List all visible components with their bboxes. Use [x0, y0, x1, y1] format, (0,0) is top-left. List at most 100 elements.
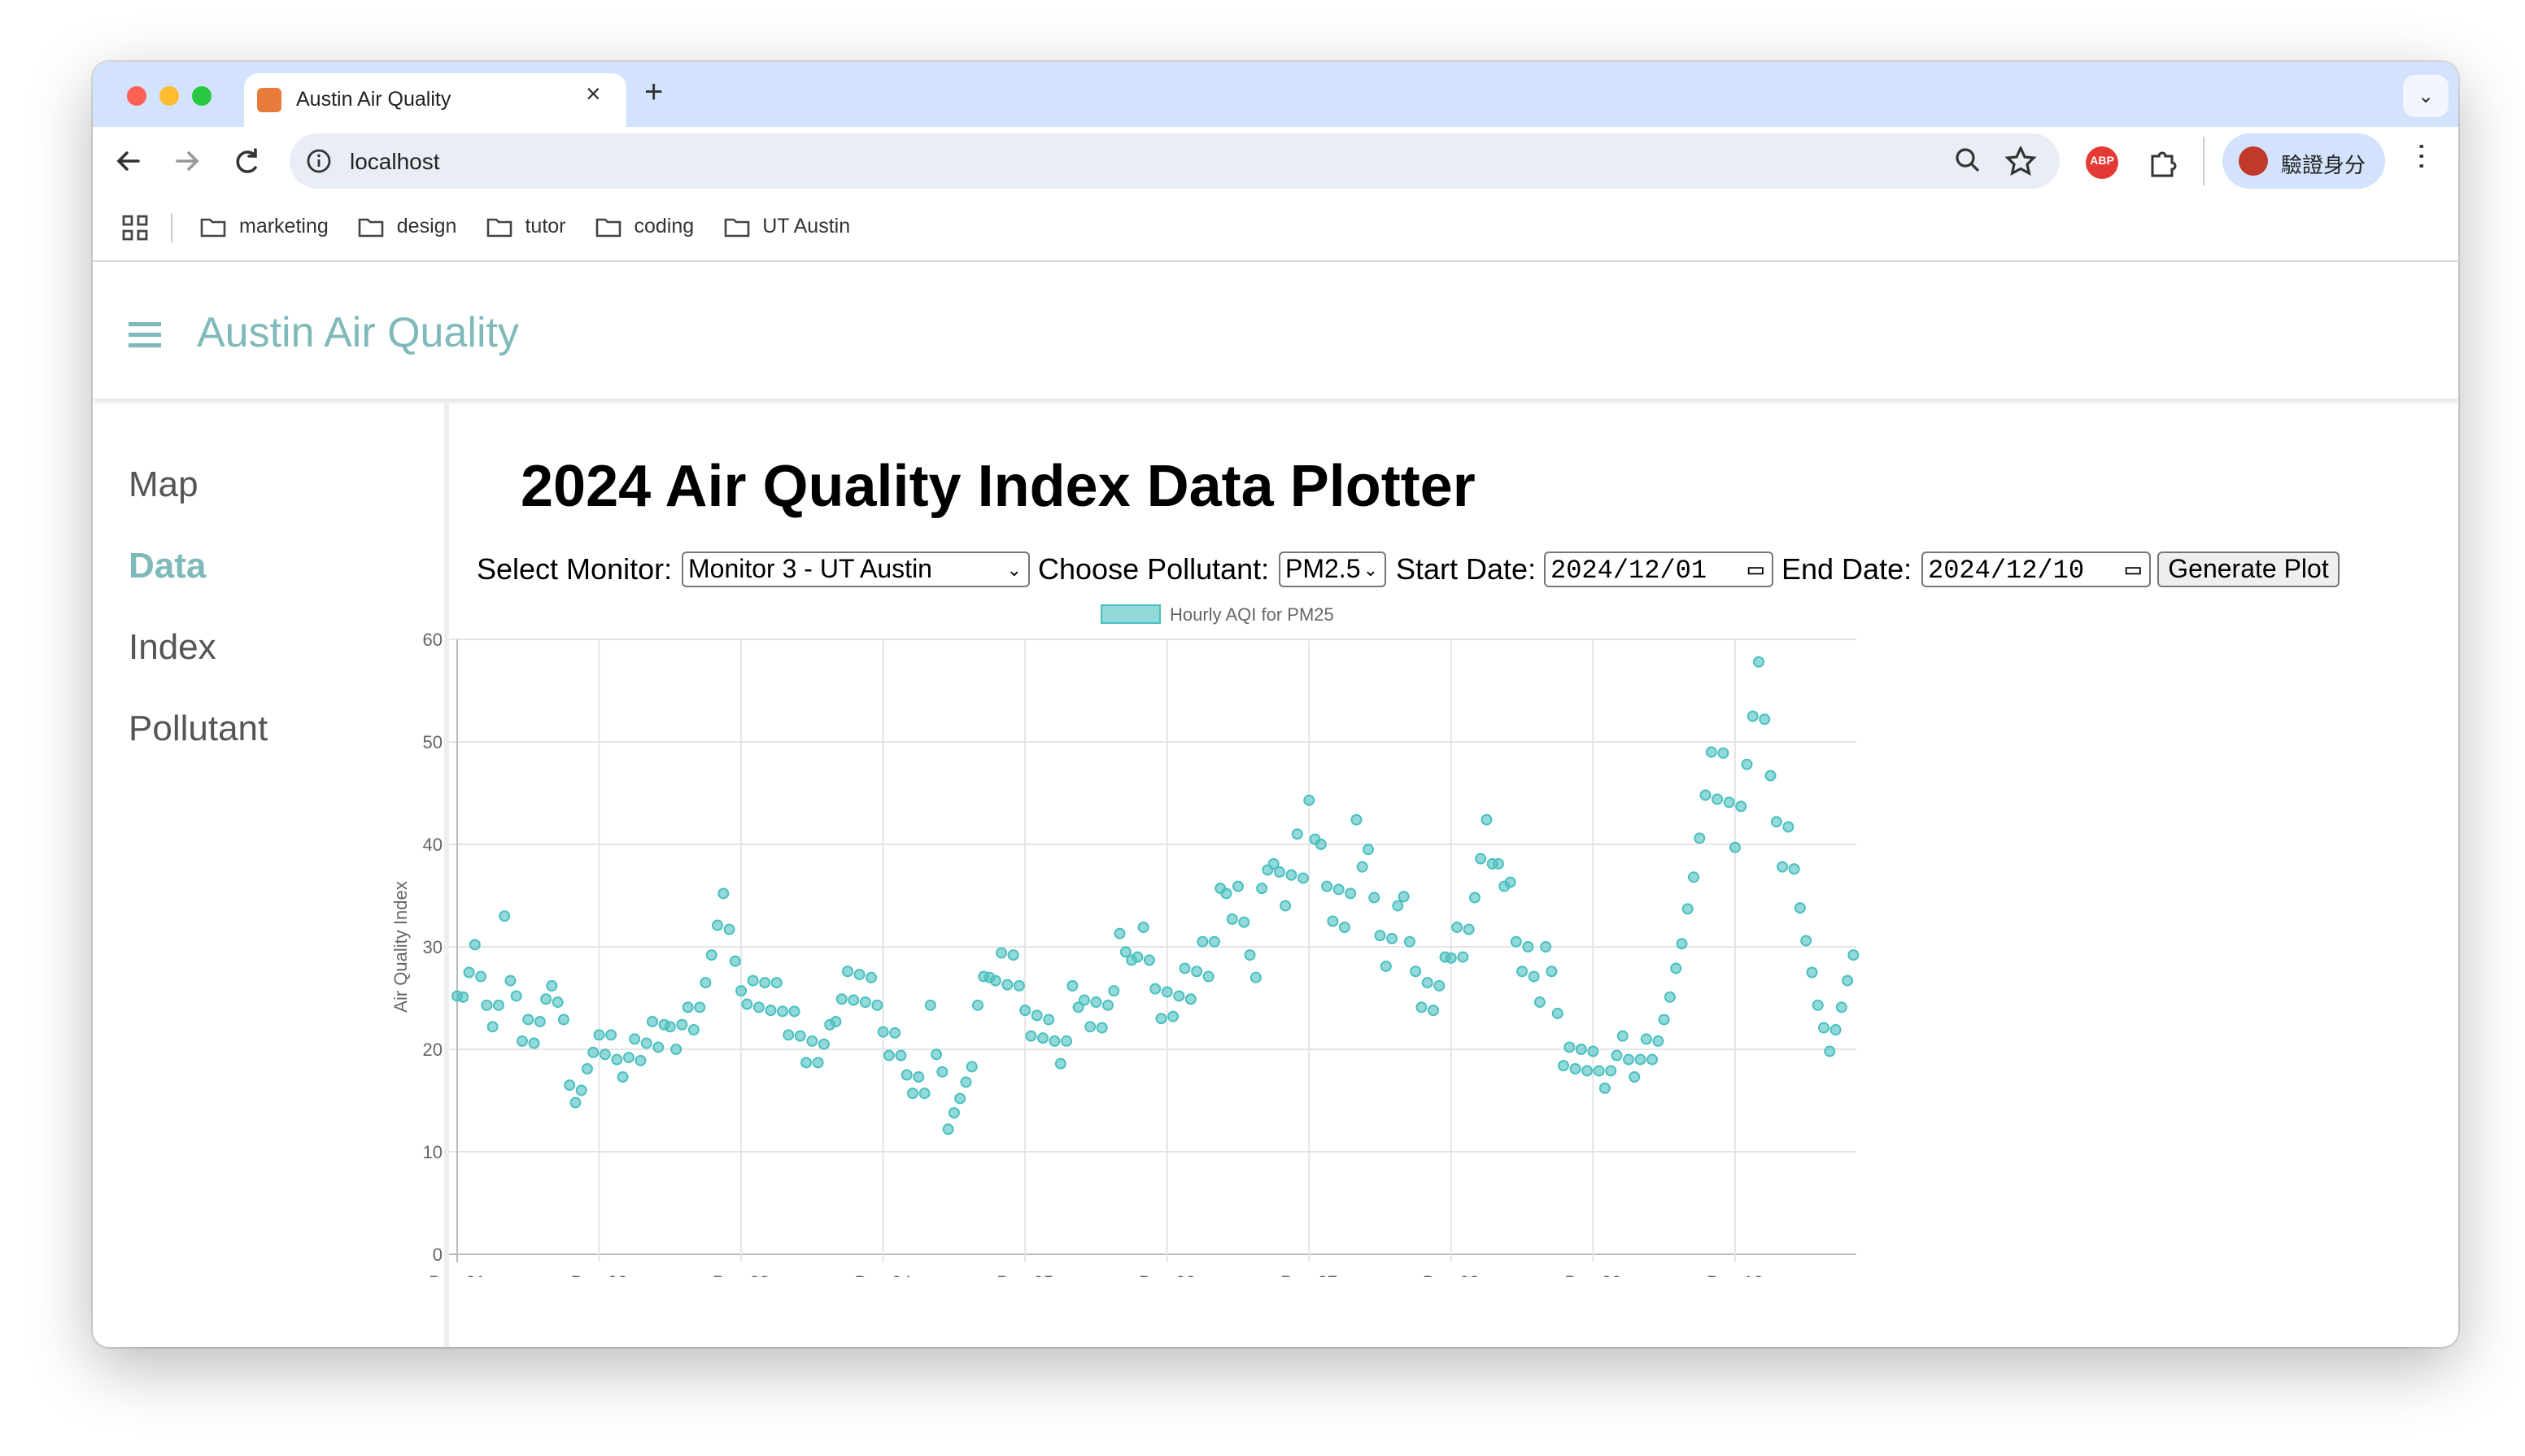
reload-button[interactable]	[236, 148, 257, 173]
point	[835, 993, 848, 1005]
zoom-button[interactable]	[192, 86, 212, 106]
point	[564, 1079, 576, 1092]
bookmark[interactable]: marketing	[200, 215, 329, 238]
point	[1356, 861, 1368, 873]
point	[1280, 900, 1292, 912]
point	[1297, 872, 1309, 884]
point	[1788, 863, 1800, 875]
point	[1800, 935, 1812, 947]
point	[1191, 966, 1203, 978]
point	[895, 1049, 907, 1061]
separator	[171, 213, 172, 242]
point	[1386, 932, 1398, 944]
address-bar[interactable]: localhost	[290, 133, 2060, 189]
pollutant-label: Choose Pollutant:	[1038, 553, 1270, 586]
point	[682, 1001, 694, 1014]
nav-link[interactable]: Pollutant	[129, 708, 268, 748]
point	[1132, 951, 1144, 963]
apps-button[interactable]	[122, 215, 148, 241]
point	[1078, 994, 1090, 1006]
point	[492, 999, 504, 1011]
point	[1806, 966, 1818, 979]
point	[1173, 990, 1185, 1002]
tab-bar: Austin Air Quality × + ⌄	[93, 62, 2458, 127]
monitor-select[interactable]: Monitor 3 - UT Austin ⌄	[682, 551, 1030, 587]
point	[1764, 769, 1777, 782]
point	[1794, 902, 1806, 914]
point	[1273, 866, 1285, 878]
bookmark-star[interactable]	[2004, 146, 2037, 176]
start-date-input[interactable]: 2024/12/01 ▭	[1544, 551, 1773, 587]
minimize-button[interactable]	[159, 86, 179, 106]
point	[1729, 841, 1741, 853]
zoom-icon[interactable]	[1956, 148, 1975, 168]
point	[1249, 971, 1262, 983]
point	[1202, 970, 1215, 983]
point	[670, 1044, 682, 1055]
point	[1380, 960, 1392, 972]
monitor-value: Monitor 3 - UT Austin	[688, 556, 932, 584]
y-tick-label: 20	[423, 1040, 443, 1060]
start-label: Start Date:	[1396, 553, 1537, 586]
bookmark[interactable]: coding	[595, 215, 695, 238]
point	[1415, 1001, 1428, 1014]
site-info[interactable]	[306, 148, 332, 174]
nav-link[interactable]: Data	[129, 545, 207, 586]
point	[942, 1123, 954, 1136]
adblock-extension[interactable]: ABP	[2086, 146, 2118, 179]
y-tick-label: 30	[423, 937, 443, 957]
nav-link[interactable]: Index	[129, 626, 216, 667]
point	[557, 1014, 569, 1026]
monitor-label: Select Monitor:	[477, 553, 673, 586]
point	[712, 919, 723, 931]
pollutant-select[interactable]: PM2.5 ⌄	[1279, 551, 1386, 587]
new-tab[interactable]: +	[644, 75, 664, 111]
bookmark[interactable]: tutor	[486, 215, 566, 238]
point	[575, 1084, 587, 1096]
point	[1061, 1035, 1073, 1047]
point	[806, 1035, 818, 1047]
point	[1629, 1071, 1641, 1083]
point	[1646, 1053, 1659, 1066]
point	[499, 910, 511, 922]
point	[859, 996, 871, 1009]
x-tick-label: Dec 03	[713, 1272, 770, 1277]
point	[1238, 916, 1250, 928]
point	[1598, 1082, 1611, 1094]
tab[interactable]: Austin Air Quality ×	[244, 73, 626, 127]
point	[1226, 913, 1238, 925]
menu-toggle[interactable]	[129, 320, 161, 350]
point	[936, 1066, 949, 1078]
point	[504, 974, 517, 987]
point	[907, 1088, 918, 1100]
point	[777, 1005, 788, 1018]
point	[676, 1018, 688, 1031]
bookmark-label: coding	[634, 215, 695, 238]
point	[1616, 1030, 1629, 1042]
point	[1516, 966, 1529, 978]
point	[1143, 954, 1155, 966]
back-button[interactable]	[116, 151, 140, 171]
generate-button[interactable]: Generate Plot	[2157, 551, 2340, 587]
point	[954, 1092, 966, 1105]
point	[1652, 1035, 1664, 1047]
point	[1398, 891, 1410, 903]
point	[1084, 1021, 1097, 1033]
close-button[interactable]	[127, 86, 146, 106]
profile-button[interactable]: 驗證身分	[2222, 133, 2385, 189]
point	[1670, 962, 1682, 974]
app-header: Austin Air Quality	[93, 262, 2458, 399]
point	[1315, 839, 1327, 850]
menu-button[interactable]: ⋯	[2406, 142, 2439, 171]
tab-search[interactable]: ⌄	[2403, 75, 2449, 117]
point	[1256, 883, 1268, 895]
point	[617, 1071, 629, 1083]
forward-button[interactable]	[176, 151, 199, 171]
chart: 0 10 20 30 40 50 60 Dec 01 Dec 02 Dec 03 Dec 04 Dec…	[390, 604, 1860, 1277]
tab-close[interactable]: ×	[586, 81, 601, 109]
bookmark[interactable]: UT Austin	[723, 215, 850, 238]
extensions-button[interactable]	[2146, 146, 2178, 179]
bookmark[interactable]: design	[358, 215, 456, 238]
nav-link[interactable]: Map	[129, 464, 198, 504]
end-date-input[interactable]: 2024/12/10 ▭	[1921, 551, 2151, 587]
